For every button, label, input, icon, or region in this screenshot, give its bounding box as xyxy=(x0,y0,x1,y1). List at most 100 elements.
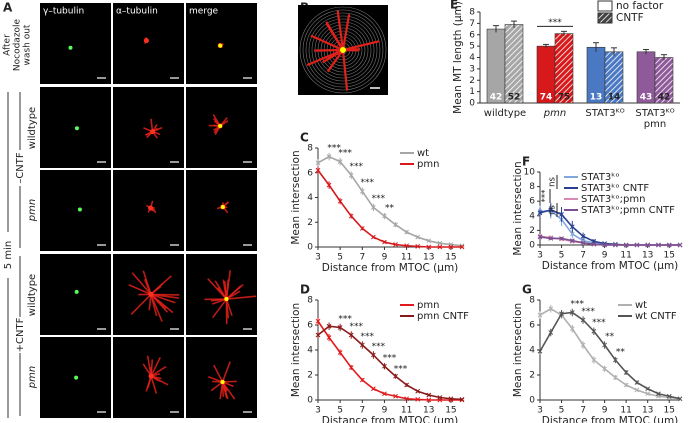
x-tick-label: STAT3ᴷᴼ xyxy=(635,108,674,119)
legend-label: pmn CNTF xyxy=(417,311,469,322)
micrograph xyxy=(186,170,257,251)
y-axis-label: Mean intersection xyxy=(512,303,524,397)
y-tick-label: 6 xyxy=(469,30,475,40)
microtubule xyxy=(226,295,257,300)
y-tick-label: 4 xyxy=(307,346,313,356)
x-tick-label: 15 xyxy=(664,406,675,416)
aster xyxy=(148,291,154,297)
column-header: merge xyxy=(189,7,219,17)
genotype-label: pmn xyxy=(27,199,38,222)
condition-label: –CNTF xyxy=(15,152,26,184)
legend-swatch xyxy=(597,12,613,24)
y-tick-label: 2 xyxy=(469,76,475,86)
panel-letter: F xyxy=(522,155,530,169)
y-tick-label: 2 xyxy=(307,218,313,228)
y-tick-label: 8 xyxy=(529,182,535,192)
y-tick-label: 4 xyxy=(529,211,535,221)
annotation: *** xyxy=(338,314,352,324)
centrosome xyxy=(77,207,82,212)
y-tick-label: 8 xyxy=(469,8,475,18)
centrosome xyxy=(218,43,223,48)
annotation: *** xyxy=(372,342,386,352)
x-tick-label: 5 xyxy=(337,253,343,263)
micrograph xyxy=(113,3,184,84)
annotation: ** xyxy=(616,347,626,357)
microtubule xyxy=(336,10,345,51)
panel-letter: C xyxy=(300,131,309,145)
x-tick-label: pmn xyxy=(644,119,666,130)
x-tick-label: 15 xyxy=(664,251,675,261)
microtubule xyxy=(150,293,179,299)
y-tick-label: 8 xyxy=(307,144,313,154)
aster xyxy=(148,205,154,211)
microtubule xyxy=(150,357,161,377)
y-tick-label: 2 xyxy=(307,371,313,381)
time-label: 5 min xyxy=(3,241,14,269)
x-axis-label: Distance from MTOC (µm) xyxy=(542,415,679,423)
n-label: 42 xyxy=(658,93,671,103)
legend-label: CNTF xyxy=(616,12,644,24)
x-tick-label: 15 xyxy=(445,406,456,416)
x-tick-label: 5 xyxy=(559,251,565,261)
x-axis-label: Distance from MTOC (µm) xyxy=(322,262,459,274)
sholl-ring xyxy=(305,12,381,88)
centrosome xyxy=(74,126,79,131)
microtubule xyxy=(310,34,344,52)
annotation: *** xyxy=(383,354,397,364)
legend-label: pmn xyxy=(417,159,439,170)
aster xyxy=(150,129,156,135)
annotation: *** xyxy=(548,18,562,28)
row-header: wash out xyxy=(23,24,33,65)
bar xyxy=(504,24,524,104)
n-label: 42 xyxy=(490,93,503,103)
x-tick-label: 9 xyxy=(602,251,608,261)
genotype-label: pmn xyxy=(27,366,38,389)
y-tick-label: 8 xyxy=(307,296,313,306)
legend-label: pmn xyxy=(417,300,439,311)
annotation: ** xyxy=(605,332,615,342)
x-tick-label: 7 xyxy=(359,253,365,263)
legend-swatch xyxy=(597,0,613,12)
condition-label: +CNTF xyxy=(15,317,26,352)
microtubule xyxy=(342,40,380,52)
microtubule xyxy=(219,381,224,400)
centrosome xyxy=(74,289,79,294)
legend-label: STAT3ᵏᵒ;pmn xyxy=(581,194,645,205)
legend-label: no factor xyxy=(616,0,664,12)
x-tick-label: 3 xyxy=(537,406,543,416)
x-tick-label: wildtype xyxy=(484,108,526,119)
x-tick-label: 13 xyxy=(423,253,434,263)
bracket-label: ns xyxy=(548,205,558,215)
annotation: *** xyxy=(361,178,375,188)
y-axis-label: Mean intersection xyxy=(290,303,302,397)
centrosome xyxy=(220,204,225,209)
microtubule xyxy=(214,280,228,300)
y-tick-label: 1 xyxy=(469,87,475,97)
centrosome xyxy=(218,123,223,128)
microtubule xyxy=(314,48,344,52)
y-tick-label: 6 xyxy=(307,168,313,178)
x-axis-label: Distance from MTOC (µm) xyxy=(542,260,679,272)
annotation: *** xyxy=(394,364,408,374)
microtubule xyxy=(150,293,169,313)
aster xyxy=(148,373,154,379)
microtubule xyxy=(221,361,231,383)
y-tick-label: 2 xyxy=(529,226,535,236)
micrograph xyxy=(113,87,184,168)
annotation: *** xyxy=(349,322,363,332)
x-tick-label: 3 xyxy=(315,406,321,416)
microtubule xyxy=(150,375,158,394)
annotation: *** xyxy=(338,148,352,158)
legend-label: wt CNTF xyxy=(635,311,677,322)
annotation: *** xyxy=(349,162,363,172)
microtubule xyxy=(128,284,152,296)
y-tick-label: 5 xyxy=(469,42,475,52)
x-tick-label: 9 xyxy=(382,406,388,416)
microtubule xyxy=(146,355,152,377)
panel-letter: D xyxy=(300,283,310,297)
y-tick-label: 0 xyxy=(307,243,313,253)
microtubule xyxy=(226,290,241,300)
x-tick-label: 11 xyxy=(620,406,631,416)
row-header: Nocodazole xyxy=(13,18,23,71)
n-label: 13 xyxy=(590,93,603,103)
